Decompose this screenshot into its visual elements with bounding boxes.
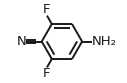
Text: F: F (43, 3, 51, 16)
Text: N: N (16, 35, 26, 48)
Text: NH₂: NH₂ (91, 35, 116, 48)
Text: F: F (43, 67, 51, 80)
